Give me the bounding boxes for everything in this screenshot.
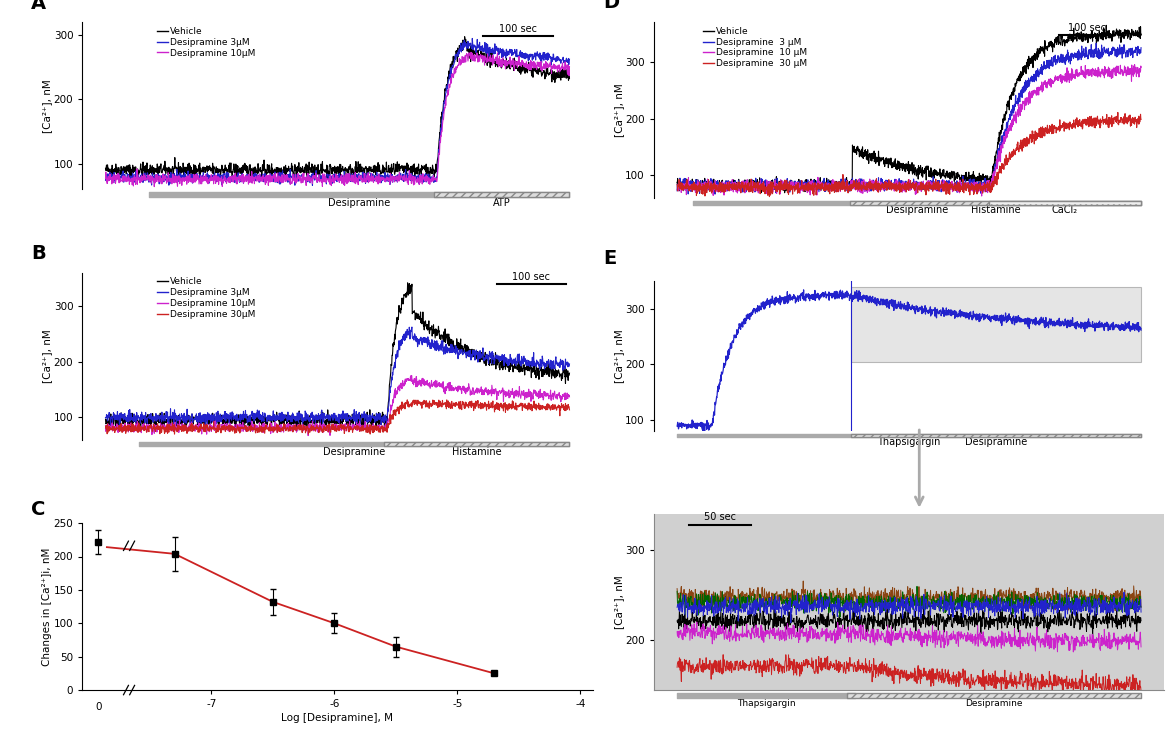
Text: D: D xyxy=(603,0,619,12)
Text: 100 sec: 100 sec xyxy=(513,272,550,282)
Text: Desipramine: Desipramine xyxy=(886,206,948,215)
Text: ATP: ATP xyxy=(493,197,510,208)
Y-axis label: [Ca²⁺], nM: [Ca²⁺], nM xyxy=(614,83,623,137)
Y-axis label: Changes in [Ca²⁺]i, nM: Changes in [Ca²⁺]i, nM xyxy=(42,548,52,666)
Text: 100 sec: 100 sec xyxy=(499,24,537,34)
Text: Desipramine: Desipramine xyxy=(965,438,1027,447)
Text: Desipramine: Desipramine xyxy=(323,447,386,457)
Text: CaCl₂: CaCl₂ xyxy=(1053,206,1078,215)
Y-axis label: [Ca²⁺], nM: [Ca²⁺], nM xyxy=(42,79,52,133)
Legend: Vehicle, Desipramine 3μM, Desipramine 10μM: Vehicle, Desipramine 3μM, Desipramine 10… xyxy=(153,24,260,62)
Legend: Vehicle, Desipramine  3 μM, Desipramine  10 μM, Desipramine  30 μM: Vehicle, Desipramine 3 μM, Desipramine 1… xyxy=(700,23,811,72)
Text: 0: 0 xyxy=(95,702,101,712)
Text: C: C xyxy=(32,500,46,519)
Text: 100 sec: 100 sec xyxy=(1068,23,1105,33)
Text: Histamine: Histamine xyxy=(970,206,1021,215)
Legend: Vehicle, Desipramine 300 nM, Desipramine  1 μM, Desipramine  3 μM, Desipramine  : Vehicle, Desipramine 300 nM, Desipramine… xyxy=(1174,557,1176,630)
Text: Desipramine: Desipramine xyxy=(965,699,1023,708)
Text: Thapsigargin: Thapsigargin xyxy=(736,699,795,708)
Bar xyxy=(851,287,1141,361)
Text: 50 sec: 50 sec xyxy=(703,513,736,522)
Legend: Vehicle, Desipramine 3μM, Desipramine 10μM, Desipramine 30μM: Vehicle, Desipramine 3μM, Desipramine 10… xyxy=(153,274,260,323)
Text: B: B xyxy=(32,244,46,263)
Text: Histamine: Histamine xyxy=(452,447,501,457)
Y-axis label: [Ca²⁺], nM: [Ca²⁺], nM xyxy=(614,329,623,383)
Text: E: E xyxy=(603,249,616,268)
Text: Thapsigargin: Thapsigargin xyxy=(877,438,941,447)
Y-axis label: [Ca²⁺], nM: [Ca²⁺], nM xyxy=(42,329,52,383)
X-axis label: Log [Desipramine], M: Log [Desipramine], M xyxy=(281,713,394,723)
Text: Desipramine: Desipramine xyxy=(328,197,390,208)
Y-axis label: [Ca²⁺], nM: [Ca²⁺], nM xyxy=(614,575,623,629)
Text: A: A xyxy=(32,0,46,13)
